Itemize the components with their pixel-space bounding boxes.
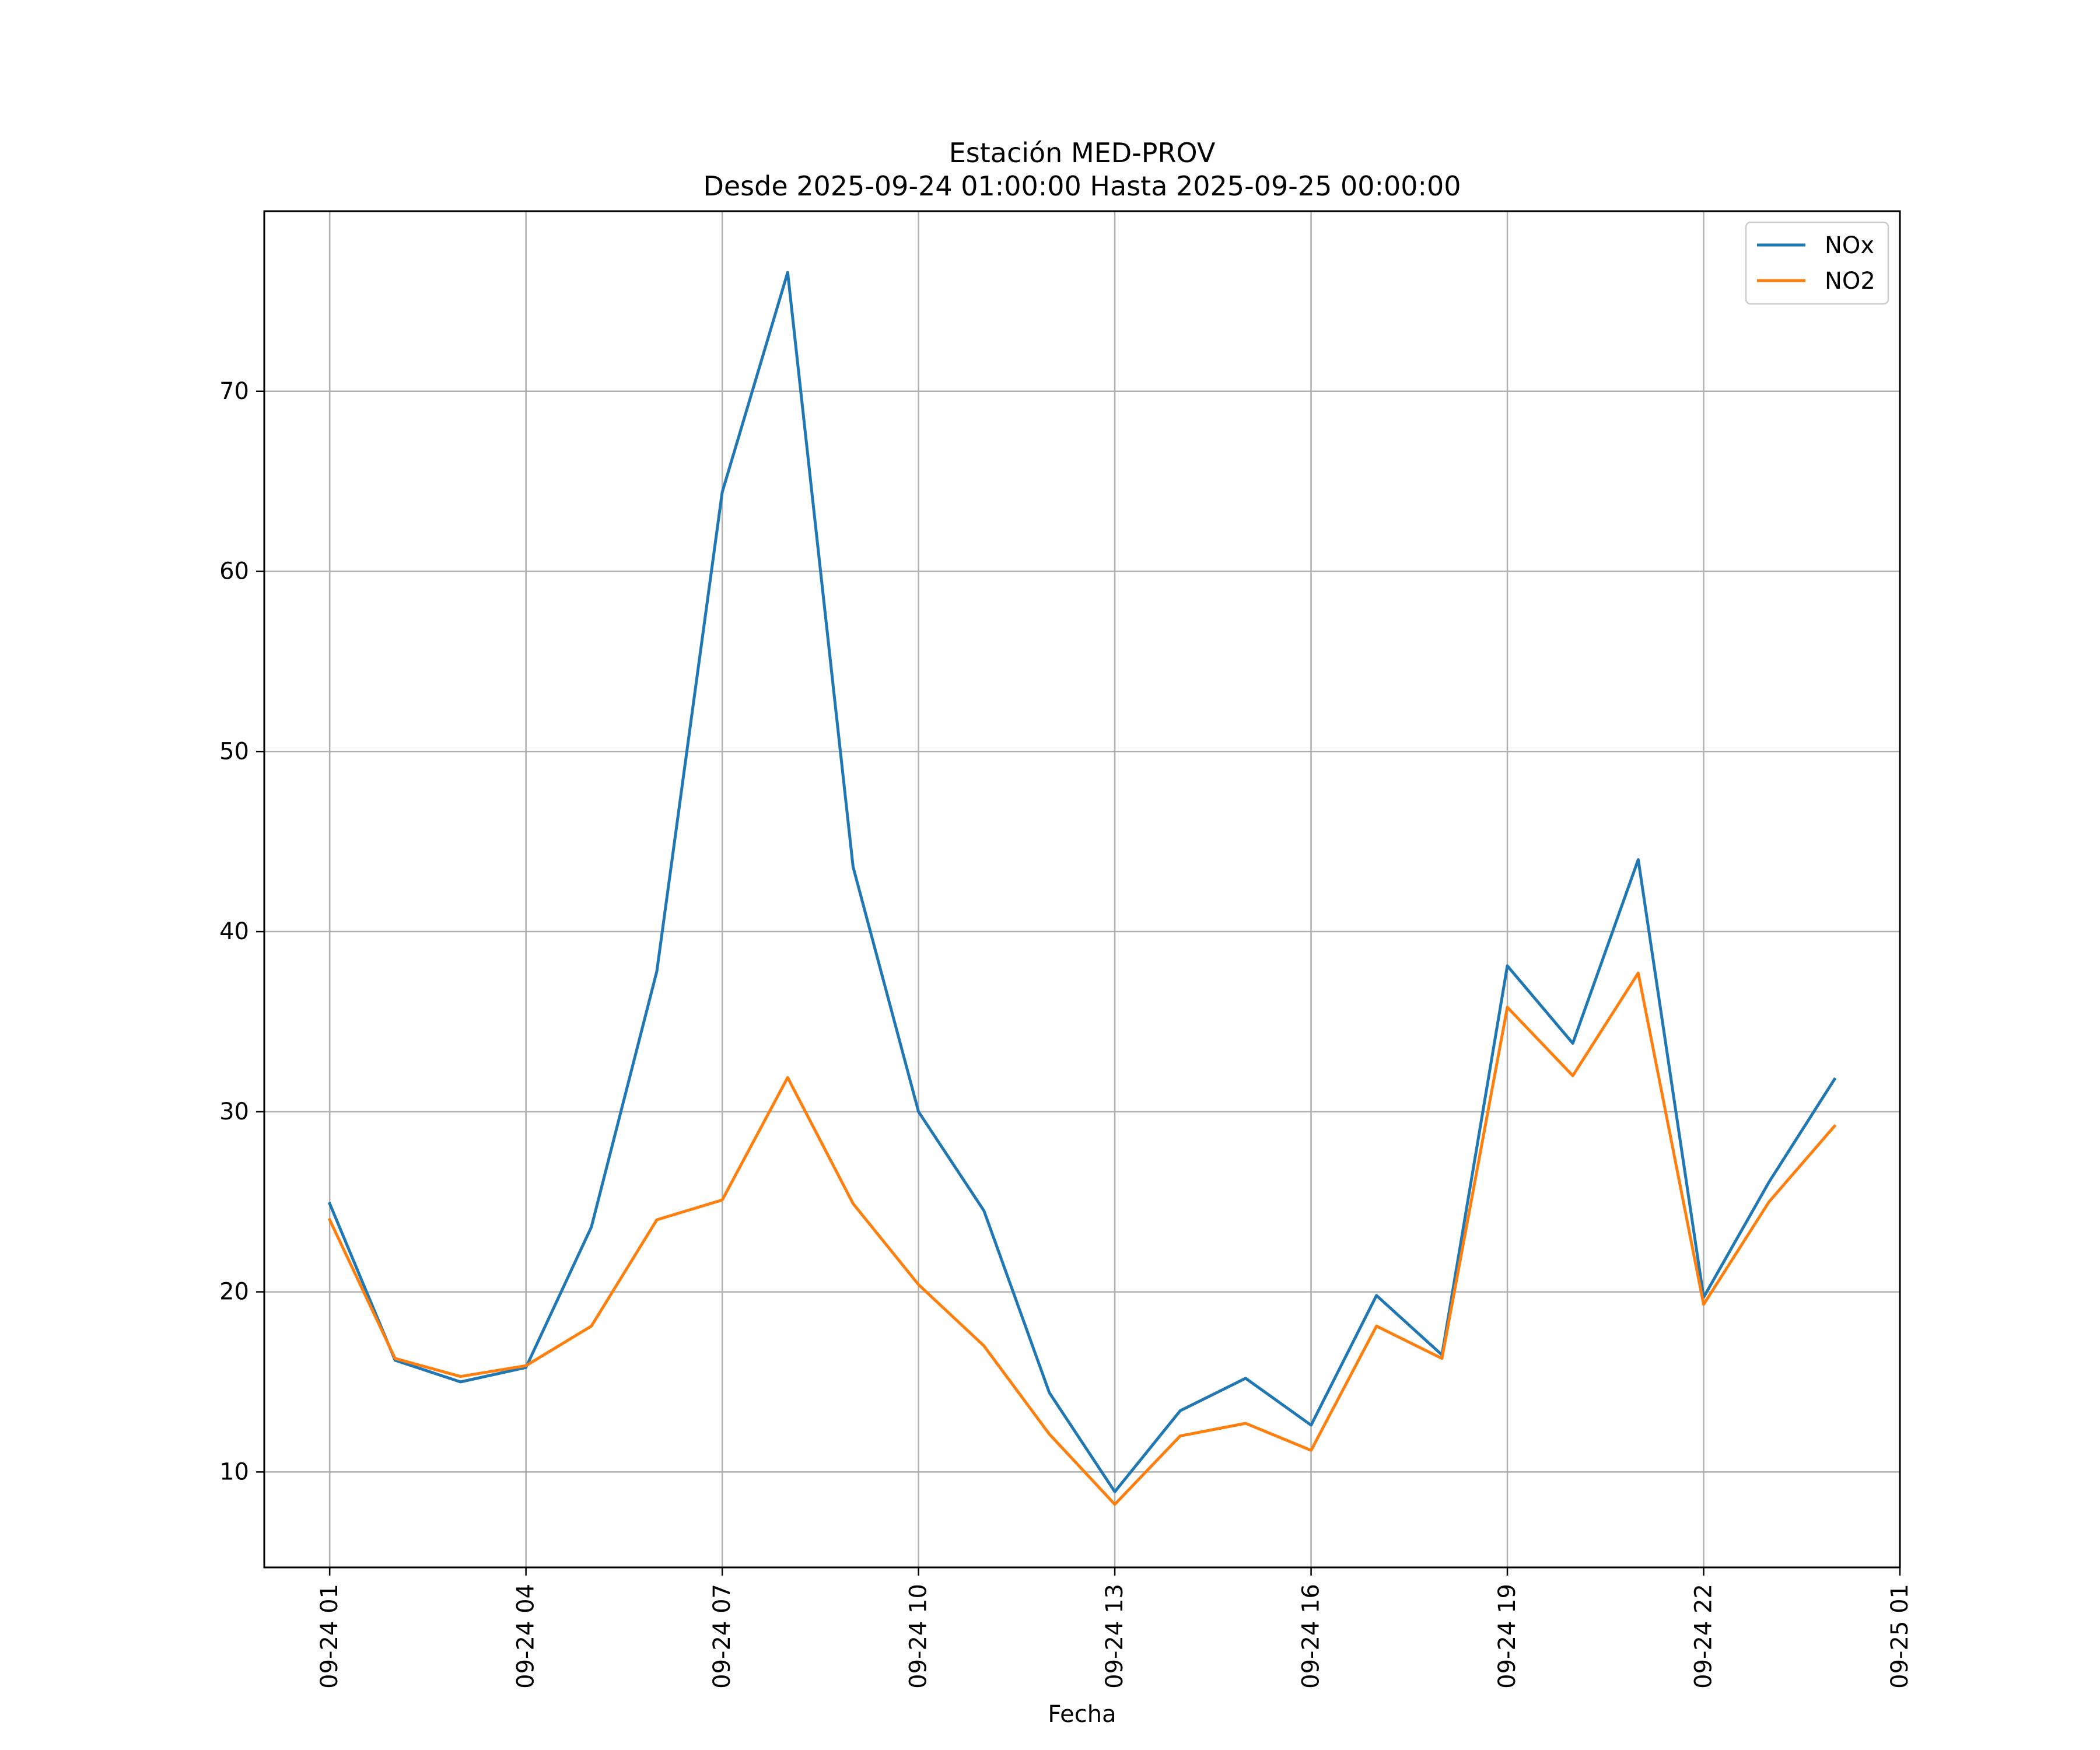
legend-label-nox: NOx bbox=[1825, 232, 1874, 259]
y-tick-label: 10 bbox=[219, 1458, 249, 1485]
grid-lines bbox=[264, 211, 1900, 1567]
y-tick-label: 40 bbox=[219, 918, 249, 945]
series-line-no2 bbox=[327, 971, 1837, 1506]
x-tick-label: 09-25 01 bbox=[1887, 1584, 1913, 1689]
x-tick-label: 09-24 13 bbox=[1101, 1584, 1128, 1689]
y-tick-label: 70 bbox=[219, 378, 249, 405]
x-axis-ticks: 09-24 01 09-24 04 09-24 07 09-24 10 09-24 13… bbox=[316, 1567, 1913, 1689]
y-tick-label: 50 bbox=[219, 738, 249, 765]
legend: NOx NO2 bbox=[1745, 221, 1889, 305]
y-axis-ticks: 10 20 30 40 50 60 70 bbox=[219, 378, 264, 1485]
x-axis-label: Fecha bbox=[1048, 1701, 1116, 1728]
x-tick-label: 09-24 10 bbox=[905, 1584, 932, 1689]
x-tick-label: 09-24 04 bbox=[513, 1584, 540, 1689]
legend-box bbox=[1745, 221, 1889, 305]
y-tick-label: 30 bbox=[219, 1098, 249, 1125]
x-tick-label: 09-24 22 bbox=[1690, 1584, 1717, 1689]
x-tick-label: 09-24 16 bbox=[1298, 1584, 1325, 1689]
x-tick-label: 09-24 01 bbox=[316, 1584, 343, 1689]
series-line-nox bbox=[327, 271, 1837, 1493]
y-tick-label: 20 bbox=[219, 1279, 249, 1306]
x-tick-label: 09-24 07 bbox=[709, 1584, 736, 1689]
series-lines bbox=[327, 271, 1837, 1506]
plot-area-frame bbox=[263, 210, 1901, 1569]
legend-label-no2: NO2 bbox=[1825, 268, 1875, 295]
chart-title: Estación MED-PROV bbox=[949, 137, 1216, 169]
y-tick-label: 60 bbox=[219, 558, 249, 585]
chart-subtitle: Desde 2025-09-24 01:00:00 Hasta 2025-09-… bbox=[703, 170, 1461, 202]
x-tick-label: 09-24 19 bbox=[1494, 1584, 1521, 1689]
